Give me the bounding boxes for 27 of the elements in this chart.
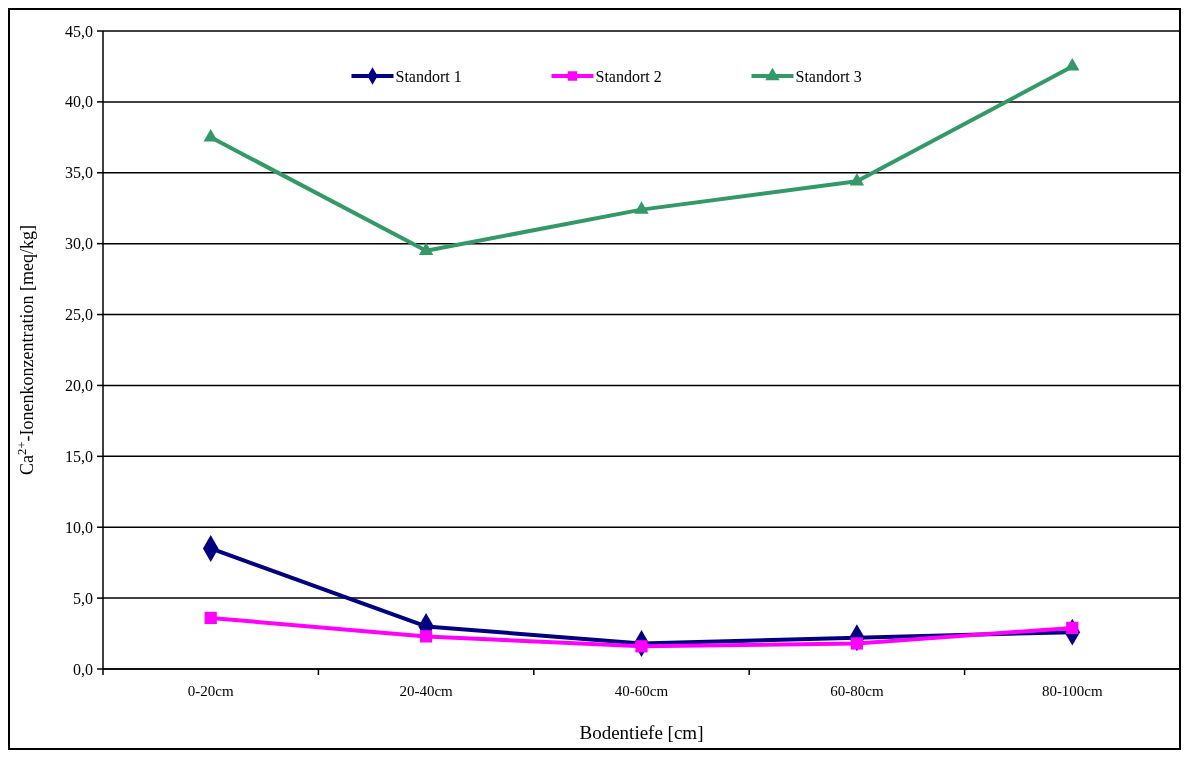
legend-label: Standort 3 [795,67,862,85]
point [204,611,217,625]
point [418,242,434,255]
x-tick-label: 0-20cm [187,683,234,699]
y-tick-label: 15,0 [65,447,93,465]
point [1065,58,1080,71]
point [850,637,864,650]
point [634,201,649,214]
point [849,172,865,186]
y-tick-label: 10,0 [65,518,93,536]
y-tick-label: 45,0 [65,22,93,40]
y-tick-label: 0,0 [73,660,93,678]
y-tick-label: 35,0 [65,164,93,182]
y-tick-label: 25,0 [65,306,93,324]
y-tick-label: 5,0 [73,589,93,607]
x-tick-label: 80-100cm [1041,683,1104,699]
x-axis-title: Bodentiefe [cm] [579,722,704,743]
y-tick-label: 30,0 [65,235,93,253]
x-tick-label: 40-60cm [614,683,669,699]
x-tick-label: 60-80cm [830,683,884,699]
point [203,129,218,142]
x-tick-label: 20-40cm [399,683,454,699]
y-tick-label: 20,0 [65,377,93,395]
legend-label: Standort 2 [595,67,662,85]
y-tick-label: 40,0 [65,93,93,111]
legend-label: Standort 1 [395,67,462,85]
point [419,630,433,643]
